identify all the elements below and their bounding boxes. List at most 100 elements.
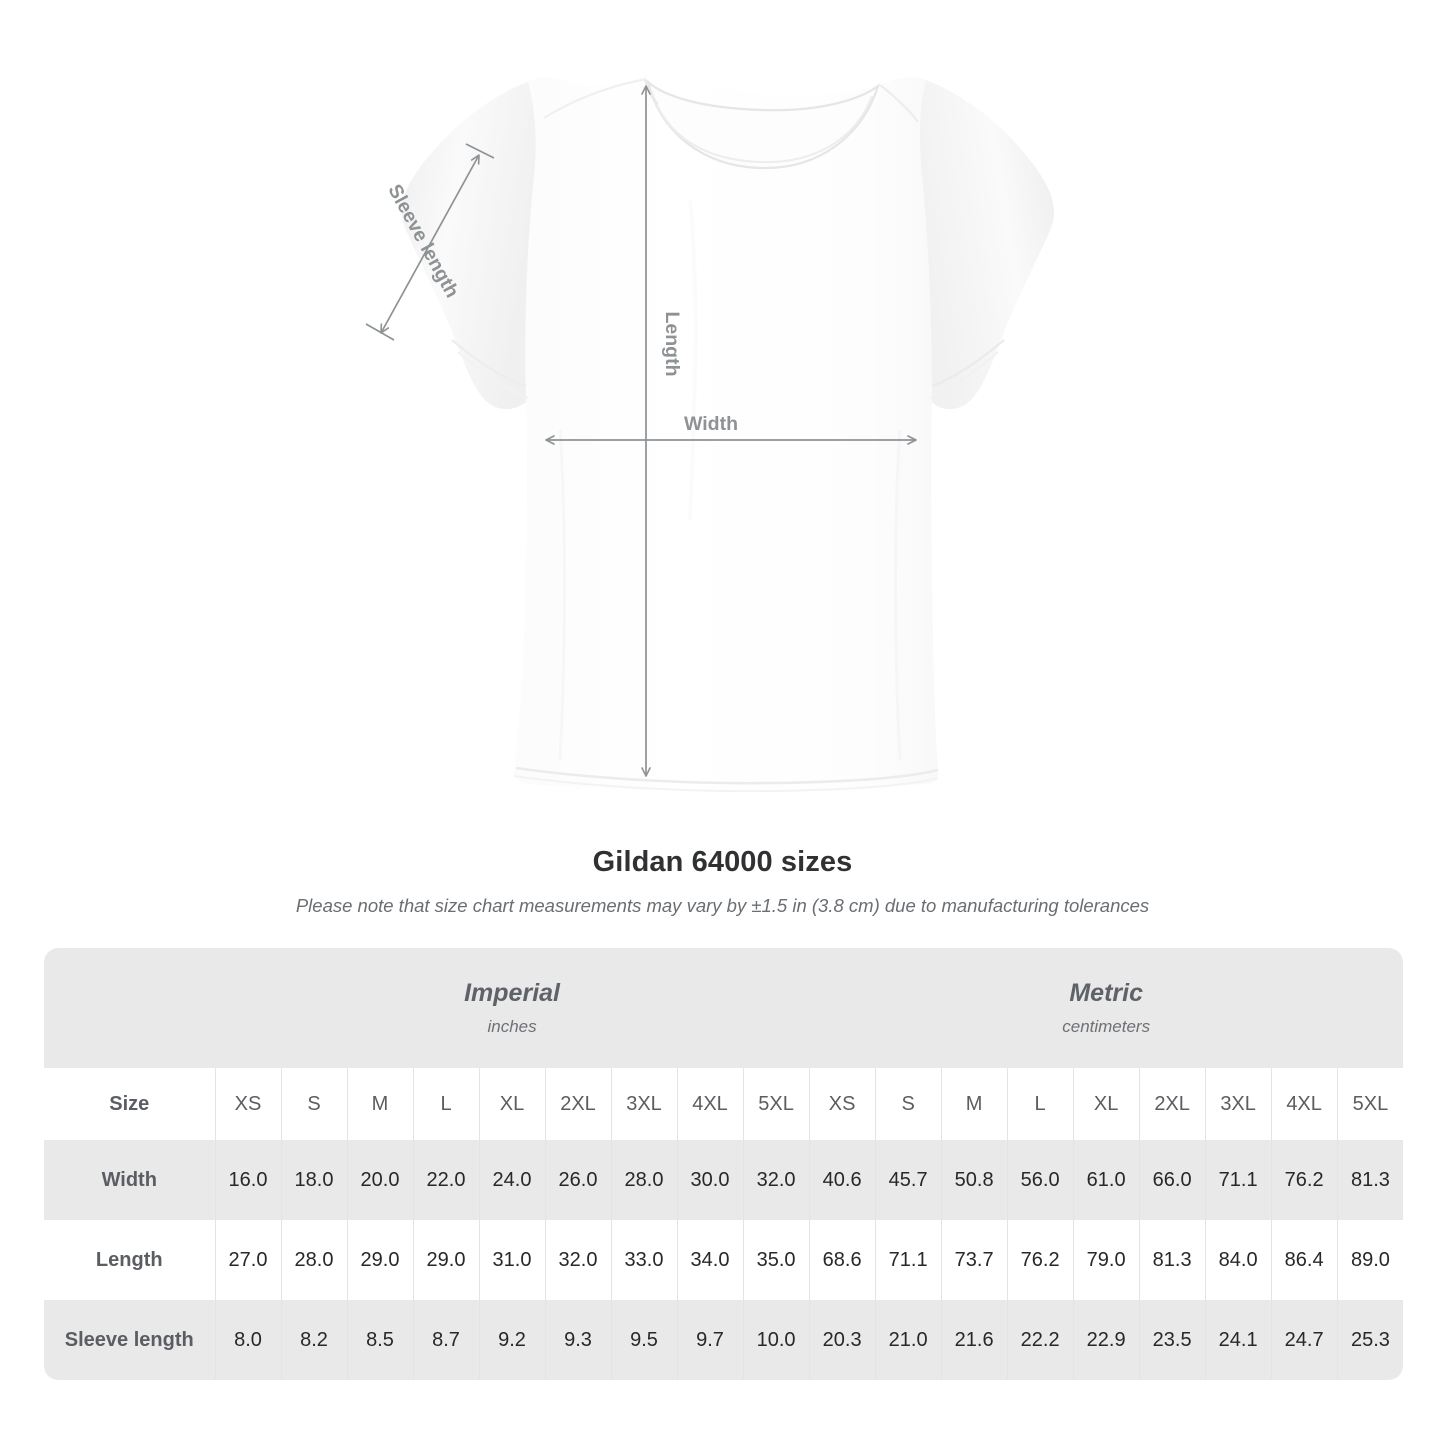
- size-column-header-label: XS: [828, 1092, 856, 1115]
- size-column-header: 3XL: [1204, 1068, 1272, 1140]
- measurement-cell: 81.3: [1138, 1220, 1206, 1300]
- size-column-header: XS: [808, 1068, 876, 1140]
- size-column-header-label: 4XL: [692, 1092, 728, 1115]
- measurement-cell: 86.4: [1270, 1220, 1338, 1300]
- measurement-cell: 61.0: [1072, 1140, 1140, 1220]
- measurement-cell: 9.5: [610, 1300, 677, 1380]
- measurement-cell: 9.2: [478, 1300, 545, 1380]
- measurement-cell: 18.0: [280, 1140, 347, 1220]
- measurement-cell: 32.0: [544, 1220, 611, 1300]
- size-column-header-label: L: [440, 1092, 452, 1115]
- size-column-header-label: 3XL: [626, 1092, 662, 1115]
- unit-group-metric-sub: centimeters: [1062, 1017, 1151, 1036]
- size-column-header: S: [280, 1068, 347, 1140]
- measurement-row-label: Length: [44, 1220, 215, 1300]
- measurement-cell: 71.1: [1204, 1140, 1272, 1220]
- size-column-header-label: S: [307, 1092, 321, 1115]
- measurement-cell: 71.1: [874, 1220, 942, 1300]
- measurement-cell: 23.5: [1138, 1300, 1206, 1380]
- measurement-cell: 33.0: [610, 1220, 677, 1300]
- measurement-cell: 35.0: [742, 1220, 810, 1300]
- size-column-header-label: M: [965, 1092, 983, 1115]
- size-column-header: M: [940, 1068, 1008, 1140]
- table-row: Length 27.0 28.0 29.0 29.0 31.0 32.0 33.…: [44, 1220, 1404, 1300]
- measurement-cell: 8.5: [346, 1300, 413, 1380]
- page-subtitle: Please note that size chart measurements…: [295, 895, 1150, 916]
- size-column-header-label: XL: [1093, 1092, 1119, 1115]
- size-chart-table-container: Imperial inches Metric centimeters Size …: [44, 948, 1404, 1380]
- size-column-header: 4XL: [676, 1068, 743, 1140]
- size-header-row: Size XS S M L XL 2XL 3XL 4XL 5XL XS S M …: [44, 1068, 1404, 1140]
- measurement-cell: 29.0: [412, 1220, 479, 1300]
- sleeve-tick-bottom: [365, 323, 395, 341]
- measurement-cell: 24.7: [1270, 1300, 1338, 1380]
- size-column-header: 2XL: [1138, 1068, 1206, 1140]
- measurement-cell: 21.0: [874, 1300, 942, 1380]
- measurement-cell: 22.9: [1072, 1300, 1140, 1380]
- length-label: Length: [661, 312, 683, 377]
- size-column-header-label: 2XL: [560, 1092, 596, 1115]
- measurement-cell: 28.0: [280, 1220, 347, 1300]
- measurement-cell: 68.6: [808, 1220, 876, 1300]
- measurement-cell: 81.3: [1336, 1140, 1404, 1220]
- tshirt-illustration: Sleeve length Length Width: [365, 77, 1054, 793]
- measurement-cell: 16.0: [214, 1140, 281, 1220]
- unit-group-spacer: [44, 948, 215, 1068]
- measurement-cell: 84.0: [1204, 1220, 1272, 1300]
- sleeve-tick-top: [465, 143, 495, 159]
- measurement-cell: 76.2: [1270, 1140, 1338, 1220]
- measurement-cell: 56.0: [1006, 1140, 1074, 1220]
- size-header-label-cell: Size: [44, 1068, 215, 1140]
- size-column-header-label: 4XL: [1286, 1092, 1322, 1115]
- size-column-header: 4XL: [1270, 1068, 1338, 1140]
- measurement-cell: 22.0: [412, 1140, 479, 1220]
- unit-group-row: Imperial inches Metric centimeters: [44, 948, 1404, 1068]
- measurement-cell: 27.0: [214, 1220, 281, 1300]
- size-column-header: 5XL: [1336, 1068, 1404, 1140]
- measurement-cell: 76.2: [1006, 1220, 1074, 1300]
- size-column-header-label: S: [901, 1092, 915, 1115]
- measurement-annotations: [365, 85, 917, 777]
- unit-group-imperial: Imperial inches: [215, 948, 810, 1068]
- size-column-header: XL: [1072, 1068, 1140, 1140]
- size-column-header-label: 3XL: [1220, 1092, 1256, 1115]
- unit-group-metric: Metric centimeters: [809, 948, 1404, 1068]
- size-column-header: 3XL: [610, 1068, 677, 1140]
- measurement-cell: 45.7: [874, 1140, 942, 1220]
- measurement-cell: 8.2: [280, 1300, 347, 1380]
- size-column-header: XS: [214, 1068, 281, 1140]
- size-column-header-label: XL: [499, 1092, 525, 1115]
- measurement-cell: 8.0: [214, 1300, 281, 1380]
- table-row: Sleeve length 8.0 8.2 8.5 8.7 9.2 9.3 9.…: [44, 1300, 1404, 1380]
- sleeve-length-arrow: [380, 154, 480, 334]
- measurement-cell: 40.6: [808, 1140, 876, 1220]
- size-column-header: 2XL: [544, 1068, 611, 1140]
- measurement-cell: 10.0: [742, 1300, 810, 1380]
- measurement-cell: 24.0: [478, 1140, 545, 1220]
- measurement-cell: 26.0: [544, 1140, 611, 1220]
- table-row: Width 16.0 18.0 20.0 22.0 24.0 26.0 28.0…: [44, 1140, 1404, 1220]
- measurement-cell: 9.3: [544, 1300, 611, 1380]
- measurement-row-label: Width: [44, 1140, 215, 1220]
- measurement-cell: 31.0: [478, 1220, 545, 1300]
- size-column-header-label: 2XL: [1154, 1092, 1190, 1115]
- measurement-cell: 32.0: [742, 1140, 810, 1220]
- measurement-cell: 73.7: [940, 1220, 1008, 1300]
- size-column-header: S: [874, 1068, 942, 1140]
- measurement-cell: 20.3: [808, 1300, 876, 1380]
- measurement-cell: 21.6: [940, 1300, 1008, 1380]
- measurement-cell: 66.0: [1138, 1140, 1206, 1220]
- measurement-cell: 29.0: [346, 1220, 413, 1300]
- measurement-cell: 24.1: [1204, 1300, 1272, 1380]
- width-label: Width: [684, 413, 738, 435]
- measurement-cell: 25.3: [1336, 1300, 1404, 1380]
- unit-group-imperial-name: Imperial: [464, 979, 560, 1007]
- measurement-cell: 30.0: [676, 1140, 743, 1220]
- measurement-cell: 22.2: [1006, 1300, 1074, 1380]
- size-column-header: L: [412, 1068, 479, 1140]
- page-title: Gildan 64000 sizes: [592, 846, 853, 878]
- measurement-row-label: Sleeve length: [44, 1300, 215, 1380]
- measurement-cell: 9.7: [676, 1300, 743, 1380]
- size-column-header-label: 5XL: [758, 1092, 794, 1115]
- title-block: Gildan 64000 sizes Please note that size…: [0, 845, 1445, 917]
